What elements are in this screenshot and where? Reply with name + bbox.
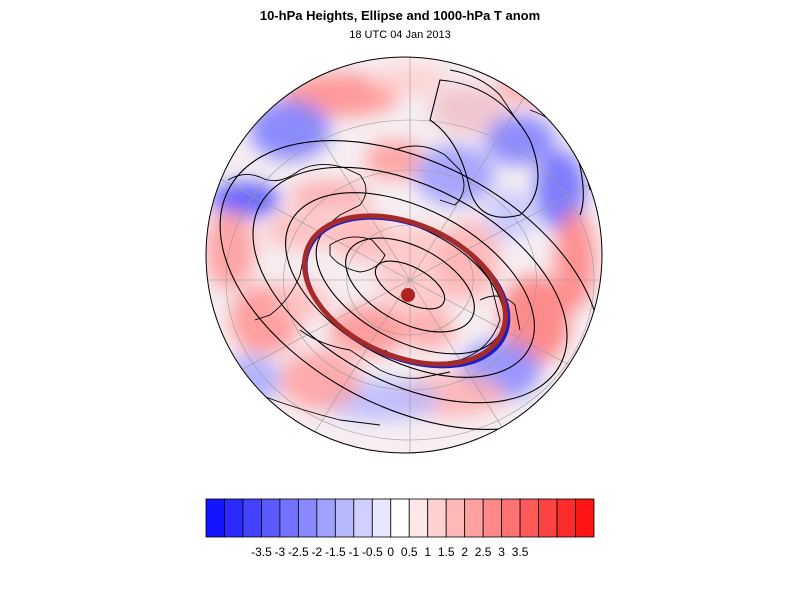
colorbar-box: [297, 498, 318, 538]
colorbar-box: [224, 498, 244, 538]
colorbar-tick-label: -3: [275, 545, 286, 559]
chart-subtitle: 18 UTC 04 Jan 2013: [349, 29, 451, 41]
colorbar-box: [556, 498, 576, 538]
colorbar-box: [519, 498, 539, 538]
chart-title: 10-hPa Heights, Ellipse and 1000-hPa T a…: [259, 8, 541, 23]
colorbar-tick-label: 0.5: [401, 545, 418, 559]
colorbar-box: [482, 498, 503, 538]
colorbar-tick-label: 1: [424, 545, 431, 559]
colorbar-tick-label: 3: [498, 545, 505, 559]
colorbar-box: [261, 498, 281, 538]
colorbar-box: [501, 498, 521, 538]
colorbar-tick-label: 0: [387, 545, 394, 559]
vortex-ellipse: [302, 213, 511, 369]
colorbar-tick-label: -2: [312, 545, 323, 559]
colorbar-tick-label: -2.5: [288, 545, 309, 559]
colorbar-box: [242, 498, 262, 538]
colorbar-box: [334, 498, 355, 538]
colorbar-box: [445, 498, 466, 538]
vortex-center-marker: [401, 288, 415, 302]
colorbar-tick-label: -3.5: [251, 545, 272, 559]
colorbar-tick-label: -1.5: [325, 545, 346, 559]
colorbar-box: [427, 498, 447, 538]
colorbar-tick-label: 2.5: [475, 545, 492, 559]
colorbar-tick-label: -1: [348, 545, 359, 559]
colorbar-boxes: [205, 498, 595, 538]
colorbar-box: [353, 498, 373, 538]
colorbar-box: [464, 498, 484, 538]
globe-outline: [205, 56, 603, 454]
colorbar-box: [538, 498, 558, 538]
colorbar-box: [205, 498, 225, 538]
colorbar-tick-label: 1.5: [438, 545, 455, 559]
colorbar-labels: -3.5 -3 -2.5 -2 -1.5 -1 -0.5 0 0.5 1 1.5 2 2.5 3 3.5: [251, 545, 529, 559]
colorbar-box: [575, 498, 595, 538]
colorbar-box: [371, 498, 392, 538]
colorbar-tick-label: -0.5: [362, 545, 383, 559]
colorbar-box: [279, 498, 299, 538]
colorbar-tick-label: 3.5: [512, 545, 529, 559]
colorbar-tick-label: 2: [461, 545, 468, 559]
colorbar-box: [408, 498, 429, 538]
colorbar-box: [316, 498, 336, 538]
colorbar-box: [390, 498, 410, 538]
